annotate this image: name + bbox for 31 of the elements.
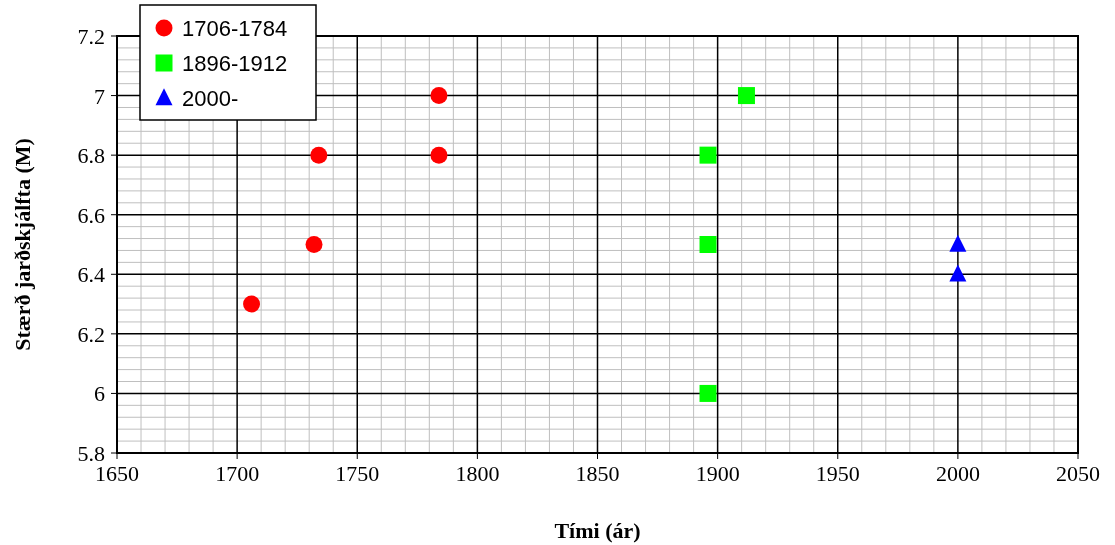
point	[430, 146, 448, 164]
y-tick-label: 6.2	[77, 321, 105, 347]
point	[699, 236, 717, 253]
point	[949, 234, 967, 252]
point	[699, 146, 717, 164]
x-tick-label: 1800	[455, 461, 500, 486]
x-tick-label: 2000	[935, 461, 980, 486]
point	[243, 295, 261, 313]
point	[310, 146, 328, 164]
y-tick-label: 6.8	[77, 143, 105, 169]
point	[737, 87, 755, 105]
y-tick-label: 6.6	[77, 202, 105, 228]
y-tick-label: 7.2	[77, 24, 105, 49]
point	[305, 236, 323, 253]
x-axis-title: Tími (ár)	[554, 518, 641, 543]
x-tick-label: 2050	[1056, 461, 1100, 486]
x-tick-label: 1750	[335, 461, 380, 486]
x-tick-label: 1850	[575, 461, 620, 486]
y-tick-label: 6.4	[77, 262, 105, 288]
point	[949, 264, 967, 282]
y-axis-title: Stærð jarðskjálfta (M)	[10, 138, 35, 351]
x-tick-label: 1900	[695, 461, 740, 486]
x-tick-label: 1950	[815, 461, 860, 486]
point	[430, 87, 448, 105]
legend-label: 1896-1912	[182, 51, 288, 76]
y-tick-label: 6	[94, 381, 105, 407]
point	[699, 384, 717, 402]
legend-label: 1706-1784	[182, 16, 288, 41]
legend-label: 2000-	[182, 86, 239, 111]
y-tick-label: 7	[94, 83, 105, 109]
x-tick-label: 1700	[215, 461, 260, 486]
